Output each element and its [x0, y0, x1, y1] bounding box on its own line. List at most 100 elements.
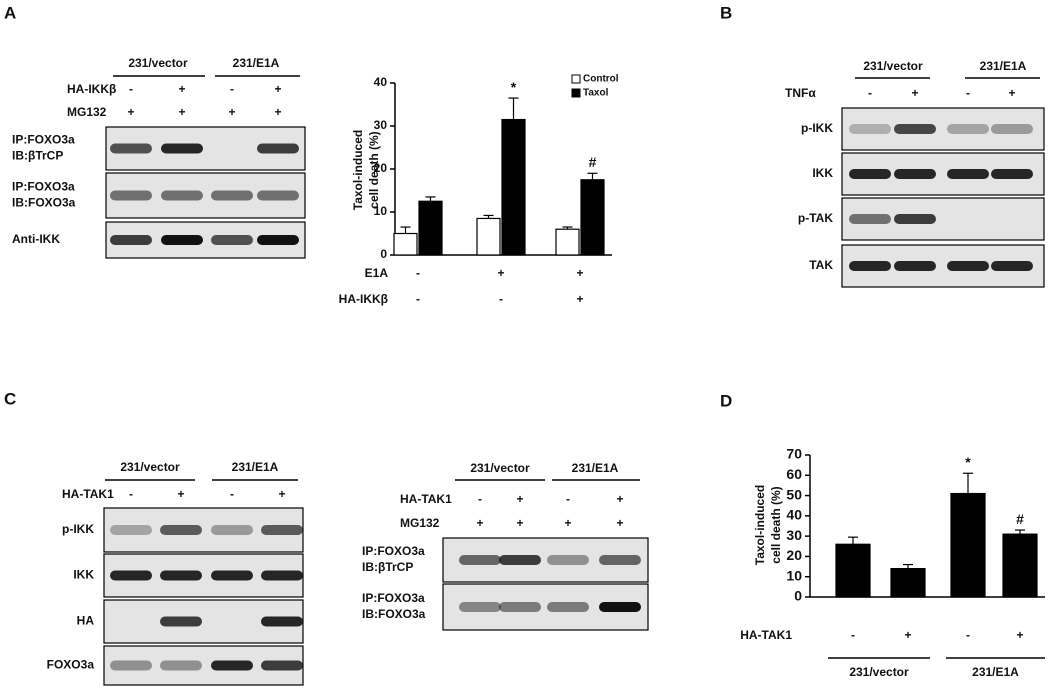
band: [211, 525, 253, 535]
band: [110, 525, 152, 535]
condition-label: HA-IKKβ: [67, 82, 116, 96]
condition-sign: +: [1008, 86, 1015, 100]
row-label: IP:FOXO3a: [12, 180, 75, 194]
bar: [501, 118, 526, 256]
band: [161, 235, 203, 245]
band: [991, 261, 1033, 271]
band: [110, 660, 152, 671]
y-tick-label: 40: [374, 75, 388, 89]
condition-sign: +: [228, 105, 235, 119]
band: [894, 214, 936, 224]
band: [849, 214, 891, 224]
significance-marker: #: [589, 154, 597, 170]
condition-sign: +: [516, 492, 523, 506]
band: [599, 602, 641, 612]
y-axis-label: Taxol-induced: [351, 130, 365, 210]
condition-sign: +: [904, 628, 911, 642]
group-label: 231/E1A: [233, 56, 280, 70]
group-label: 231/vector: [470, 461, 530, 475]
band: [894, 261, 936, 271]
band: [894, 124, 936, 134]
bar: [476, 217, 501, 256]
group-label: 231/vector: [863, 59, 923, 73]
band: [459, 602, 501, 612]
band: [110, 570, 152, 581]
condition-sign: -: [851, 628, 855, 642]
significance-marker: *: [965, 454, 971, 470]
band: [110, 190, 152, 201]
band: [499, 602, 541, 612]
panel-label: B: [720, 3, 732, 22]
condition-sign: +: [127, 105, 134, 119]
y-tick-label: 70: [786, 446, 802, 462]
condition-sign: +: [616, 516, 623, 530]
group-label: 231/E1A: [572, 461, 619, 475]
condition-sign: +: [564, 516, 571, 530]
condition-sign: +: [1016, 628, 1023, 642]
condition-sign: +: [178, 82, 185, 96]
band: [261, 616, 303, 627]
group-label: 231/vector: [849, 665, 909, 679]
condition-sign: +: [616, 492, 623, 506]
band: [599, 555, 641, 565]
condition-label: TNFα: [785, 86, 816, 100]
legend-swatch: [571, 88, 581, 98]
band: [547, 602, 589, 612]
condition-sign: +: [476, 516, 483, 530]
condition-sign: -: [416, 266, 420, 280]
y-tick-label: 10: [374, 204, 388, 218]
condition-sign: -: [868, 86, 872, 100]
band: [211, 660, 253, 671]
panel-label: D: [720, 391, 732, 410]
row-label: Anti-IKK: [12, 232, 60, 246]
y-axis-label: cell death (%): [769, 486, 783, 563]
band: [257, 235, 299, 245]
condition-sign: +: [497, 266, 504, 280]
band: [947, 169, 989, 179]
band: [991, 169, 1033, 179]
condition-sign: -: [499, 292, 503, 306]
legend-label: Taxol: [583, 88, 609, 99]
band: [257, 190, 299, 201]
group-label: 231/vector: [128, 56, 188, 70]
row-label: IB:βTrCP: [362, 560, 413, 574]
bar: [393, 232, 418, 256]
condition-sign: -: [966, 628, 970, 642]
condition-sign: +: [576, 292, 583, 306]
condition-sign: -: [416, 292, 420, 306]
row-label: IKK: [73, 568, 94, 582]
group-label: 231/E1A: [232, 460, 279, 474]
group-label: 231/E1A: [980, 59, 1027, 73]
band: [499, 555, 541, 565]
band: [257, 143, 299, 154]
condition-sign: -: [966, 86, 970, 100]
band: [110, 235, 152, 245]
band: [459, 555, 501, 565]
bar: [418, 200, 443, 256]
band: [947, 261, 989, 271]
group-label: 231/vector: [120, 460, 180, 474]
y-tick-label: 40: [786, 507, 802, 523]
band: [161, 190, 203, 201]
band: [947, 124, 989, 134]
condition-label: HA-TAK1: [62, 487, 114, 501]
band: [110, 143, 152, 154]
condition-sign: -: [478, 492, 482, 506]
condition-label: HA-TAK1: [400, 492, 452, 506]
row-label: FOXO3a: [47, 658, 95, 672]
bar: [835, 543, 871, 598]
row-label: IB:βTrCP: [12, 149, 63, 163]
blot-box: [841, 107, 1045, 151]
bar: [890, 567, 926, 598]
condition-sign: +: [177, 487, 184, 501]
band: [547, 555, 589, 565]
band: [211, 235, 253, 245]
condition-sign: +: [516, 516, 523, 530]
band: [160, 660, 202, 671]
bar: [1002, 533, 1038, 598]
y-tick-label: 60: [786, 466, 802, 482]
condition-label: E1A: [365, 266, 389, 280]
condition-sign: +: [274, 82, 281, 96]
band: [849, 261, 891, 271]
bar: [950, 492, 986, 598]
